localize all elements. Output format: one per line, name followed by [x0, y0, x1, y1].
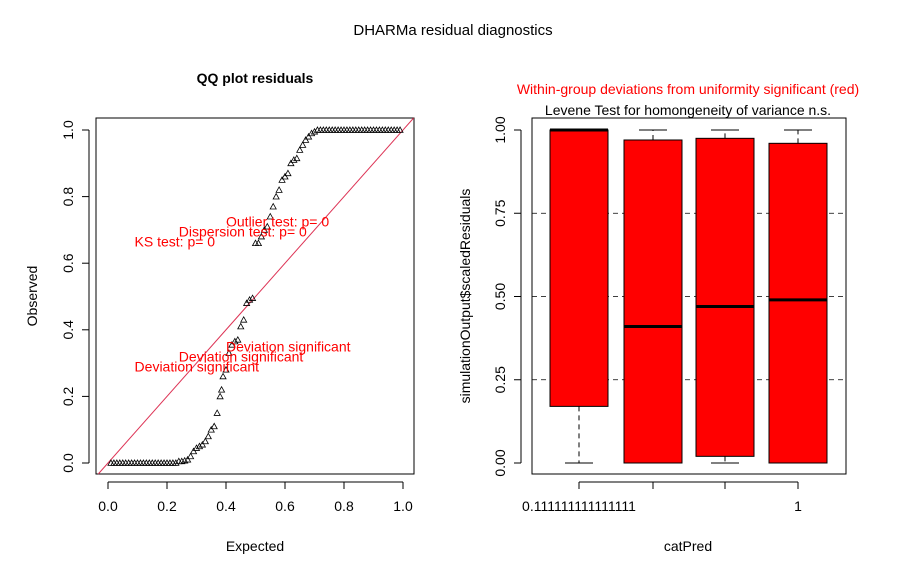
qq-point — [172, 459, 180, 466]
qq-y-tick-label: 0.4 — [60, 320, 76, 340]
qq-annotation: Deviation significant — [179, 348, 304, 364]
qq-point — [234, 335, 242, 343]
qq-point — [281, 172, 289, 180]
qq-point — [287, 159, 295, 167]
boxplot-title: Within-group deviations from uniformity … — [517, 81, 859, 97]
qq-point — [269, 202, 277, 210]
qq-point — [195, 442, 204, 450]
qq-point — [225, 349, 233, 356]
qq-y-tick-label: 0.0 — [60, 453, 76, 473]
boxplot-panel: Within-group deviations from uniformity … — [457, 81, 859, 554]
qq-plot-frame — [95, 117, 415, 475]
qq-point — [299, 141, 307, 148]
qq-point — [216, 392, 224, 400]
qq-x-tick-label: 0.6 — [275, 498, 295, 514]
boxplot-box — [549, 129, 609, 407]
qq-point — [198, 440, 207, 448]
boxplot-y-tick-label: 0.25 — [492, 366, 508, 393]
qq-point — [284, 169, 292, 177]
boxplot-box — [768, 142, 828, 464]
qq-point — [192, 444, 201, 451]
qq-point — [260, 226, 269, 233]
qq-plot-panel: QQ plot residuals 0.0 0.2 0.4 0.6 0.8 1.0 0.0 0… — [24, 70, 415, 554]
boxplot-y-tick-label: 1.00 — [492, 116, 508, 143]
qq-point — [254, 239, 263, 247]
qq-point — [272, 192, 280, 200]
boxplot-frame — [531, 117, 847, 475]
qq-annotation: Deviation significant — [135, 358, 260, 374]
qq-x-axis-label: Expected — [226, 538, 284, 554]
boxplot-y-tick-label: 0.50 — [492, 283, 508, 310]
qq-point — [248, 294, 257, 301]
qq-point — [275, 186, 283, 193]
qq-point — [186, 452, 195, 460]
qq-point — [222, 365, 230, 373]
qq-y-tick-label: 0.8 — [60, 187, 76, 207]
qq-annotation: Outlier test: p= 0 — [226, 214, 329, 230]
qq-point — [189, 447, 198, 455]
figure-title: DHARMa residual diagnostics — [353, 22, 552, 39]
boxplot-subtitle: Levene Test for homongeneity of variance… — [545, 102, 831, 118]
qq-x-tick-label: 0.2 — [157, 498, 177, 514]
qq-annotation: Dispersion test: p= 0 — [179, 224, 307, 240]
qq-y-tick-label: 0.2 — [60, 386, 76, 406]
boxplot-box — [623, 139, 683, 464]
boxplot-x-axis-label: catPred — [664, 538, 712, 554]
qq-point — [181, 456, 189, 464]
qq-point — [304, 132, 313, 140]
qq-point — [263, 222, 271, 230]
boxplot-x-tick-label: 0.111111111111111 — [522, 498, 636, 514]
qq-y-axis-label: Observed — [24, 266, 40, 327]
qq-point — [219, 372, 227, 380]
boxplot-y-tick-label: 0.75 — [492, 199, 508, 226]
qq-point — [396, 126, 404, 133]
qq-point — [210, 422, 218, 430]
qq-annotation: KS test: p= 0 — [135, 234, 216, 250]
boxplot-x-tick-label: 1 — [794, 498, 802, 514]
qq-point — [290, 156, 298, 163]
qq-point — [213, 409, 221, 416]
qq-point — [217, 385, 226, 393]
qq-point — [278, 176, 286, 183]
qq-point — [310, 127, 319, 135]
qq-point — [266, 212, 274, 220]
qq-x-tick-label: 0.0 — [98, 498, 118, 514]
qq-point — [242, 299, 251, 306]
qq-annotation: Deviation significant — [226, 338, 351, 354]
qq-point — [240, 315, 248, 323]
qq-point — [307, 129, 316, 137]
qq-point — [228, 340, 236, 348]
qq-point — [301, 136, 310, 143]
qq-x-tick-label: 1.0 — [393, 498, 413, 514]
qq-point — [201, 437, 210, 445]
qq-y-tick-label: 0.6 — [60, 253, 76, 273]
qq-point — [296, 146, 304, 153]
boxplot-y-tick-label: 0.00 — [492, 449, 508, 476]
qq-point — [204, 432, 212, 440]
qq-y-tick-label: 1.0 — [60, 120, 76, 140]
qq-point — [237, 322, 245, 330]
boxplot-box — [695, 137, 755, 457]
qq-point — [245, 296, 254, 303]
boxplot-y-axis-label: simulationOutput$scaledResiduals — [457, 189, 473, 404]
qq-x-tick-label: 0.4 — [216, 498, 236, 514]
qq-plot-title: QQ plot residuals — [197, 70, 314, 86]
qq-point — [207, 425, 215, 433]
qq-point — [183, 455, 192, 463]
qq-point — [293, 154, 301, 162]
qq-point — [257, 232, 266, 240]
qq-reference-line — [97, 117, 415, 475]
qq-x-tick-label: 0.8 — [334, 498, 354, 514]
qq-point — [231, 337, 239, 345]
